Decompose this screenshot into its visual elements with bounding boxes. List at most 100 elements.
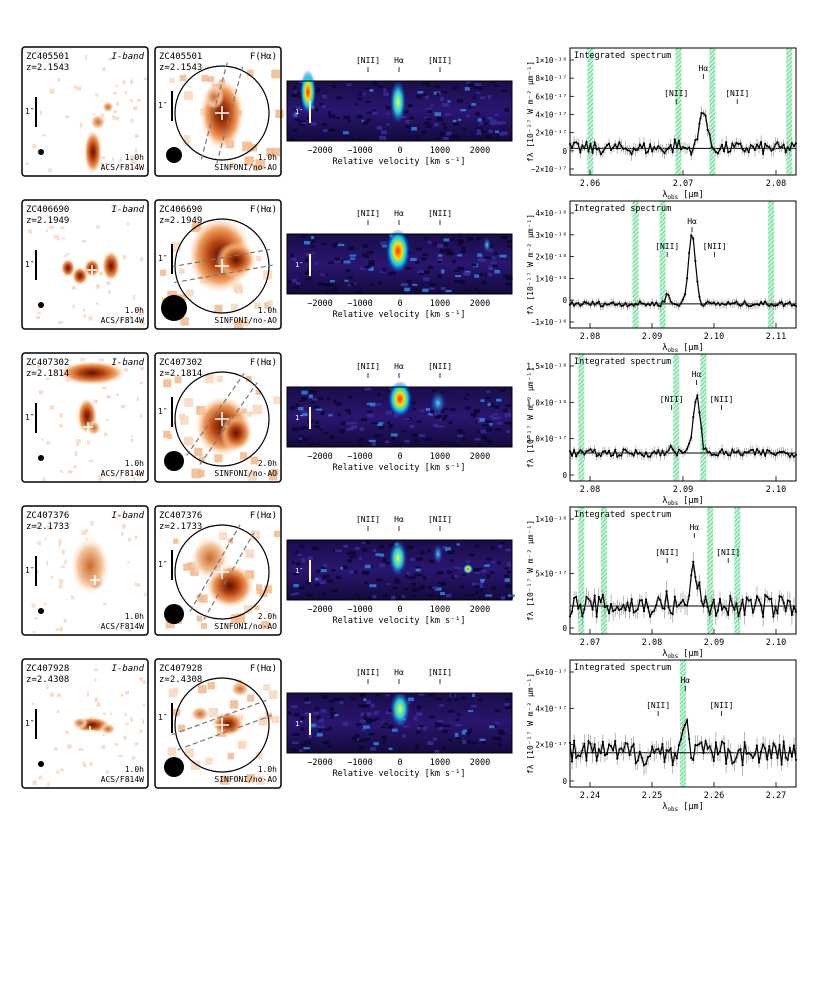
spectrum-point <box>661 742 664 746</box>
pv-noise-pixel <box>366 738 371 741</box>
x-axis-label: λobs [μm] <box>662 802 704 813</box>
spectrum-point <box>679 738 683 741</box>
pv-noise-pixel <box>301 437 309 440</box>
spectrum-point <box>737 449 740 452</box>
pv-noise-pixel <box>378 425 385 430</box>
iband-noise-pixel <box>83 314 86 318</box>
halpha-frame <box>154 505 282 636</box>
spectrum-point <box>757 598 761 602</box>
spectrum-point <box>784 452 787 455</box>
slit-edge <box>216 66 244 164</box>
pv-noise-pixel <box>467 105 472 110</box>
spectrum-point <box>609 301 613 305</box>
x-tick-label: 2.10 <box>766 638 786 648</box>
pv-noise-pixel <box>415 566 421 570</box>
pv-noise-pixel <box>294 112 298 117</box>
spectrum-point <box>642 764 646 767</box>
iband-noise-pixel <box>56 693 62 698</box>
pv-noise-pixel <box>337 413 341 417</box>
iband-noise-pixel <box>108 778 111 781</box>
pv-noise-pixel <box>457 254 463 257</box>
pv-noise-pixel <box>373 434 381 438</box>
pv-noise-pixel <box>475 590 479 594</box>
pv-noise-pixel <box>410 257 417 262</box>
pv-noise-pixel <box>305 580 311 585</box>
pv-noise-pixel <box>482 424 490 427</box>
halpha-noise-pixel <box>214 304 223 313</box>
spectrum-point <box>667 147 670 150</box>
spectrum-point <box>612 146 615 149</box>
spectrum-point <box>655 452 658 455</box>
iband-noise-pixel <box>42 477 46 482</box>
halpha-noise-pixel <box>256 776 265 785</box>
halpha-noise-pixel <box>246 774 255 783</box>
spectrum-point <box>782 601 785 604</box>
pv-noise-pixel <box>334 256 340 261</box>
spectrum-point <box>651 610 654 614</box>
iband-noise-pixel <box>141 719 145 725</box>
pv-noise-pixel <box>359 267 367 270</box>
pv-noise-pixel <box>477 258 484 262</box>
pv-noise-pixel <box>366 712 372 716</box>
pv-noise-pixel <box>495 121 502 125</box>
pv-noise-pixel <box>294 550 299 554</box>
spectrum-point <box>581 144 584 147</box>
iband-source <box>72 717 88 729</box>
pv-noise-pixel <box>315 262 319 265</box>
pv-noise-pixel <box>303 747 310 750</box>
spectrum-point <box>644 151 648 155</box>
pv-noise-pixel <box>379 135 387 140</box>
pv-noise-pixel <box>370 283 376 286</box>
pv-noise-pixel <box>470 704 477 708</box>
halpha-noise-pixel <box>268 471 278 481</box>
halpha-label: Hα <box>687 217 697 226</box>
spectrum-point <box>727 301 730 304</box>
psf-dot <box>38 761 44 767</box>
pv-noise-pixel <box>406 571 410 576</box>
halpha-noise-pixel <box>235 285 244 294</box>
halpha-noise-pixel <box>193 223 201 231</box>
pv-noise-pixel <box>487 116 494 120</box>
pv-noise-pixel <box>476 237 481 241</box>
pv-noise-pixel <box>453 575 458 578</box>
pv-noise-pixel <box>506 276 513 281</box>
pv-noise-pixel <box>354 546 360 550</box>
pv-noise-pixel <box>372 549 377 552</box>
iband-noise-pixel <box>60 565 65 569</box>
pv-noise-pixel <box>462 128 467 131</box>
spectrum-point <box>646 606 650 609</box>
spectrum-point <box>640 453 644 456</box>
halpha-noise-pixel <box>242 141 252 152</box>
spectrum-point <box>630 598 633 601</box>
exposure-time: 2.0h <box>258 459 277 468</box>
pv-noise-pixel <box>365 721 372 724</box>
pv-noise-pixel <box>299 123 306 127</box>
spectrum-point <box>673 450 676 454</box>
spectrum-point <box>792 605 796 608</box>
pv-noise-pixel <box>491 586 497 590</box>
halpha-noise-pixel <box>196 615 203 622</box>
spectrum-point <box>605 144 609 147</box>
pv-noise-pixel <box>434 721 439 725</box>
spectrum-point <box>782 143 785 146</box>
spectrum-point <box>745 752 748 755</box>
pv-noise-pixel <box>449 441 455 445</box>
pv-noise-pixel <box>501 89 508 92</box>
spectrum-point <box>669 611 672 615</box>
spectrum-point <box>700 111 703 115</box>
iband-frame <box>21 199 149 330</box>
pv-noise-pixel <box>314 425 320 429</box>
spectrum-point <box>755 448 759 451</box>
pv-frame <box>286 233 513 295</box>
spectrum-point <box>776 303 779 307</box>
iband-noise-pixel <box>122 255 126 260</box>
pv-noise-pixel <box>468 83 474 88</box>
pv-noise-pixel <box>435 587 442 591</box>
pv-noise-pixel <box>461 246 466 250</box>
pv-noise-pixel <box>484 564 490 567</box>
iband-noise-pixel <box>138 312 144 316</box>
spectrum-point <box>751 303 754 307</box>
pv-noise-pixel <box>335 116 341 119</box>
pv-noise-pixel <box>422 576 427 580</box>
spectrum-point <box>657 144 660 148</box>
